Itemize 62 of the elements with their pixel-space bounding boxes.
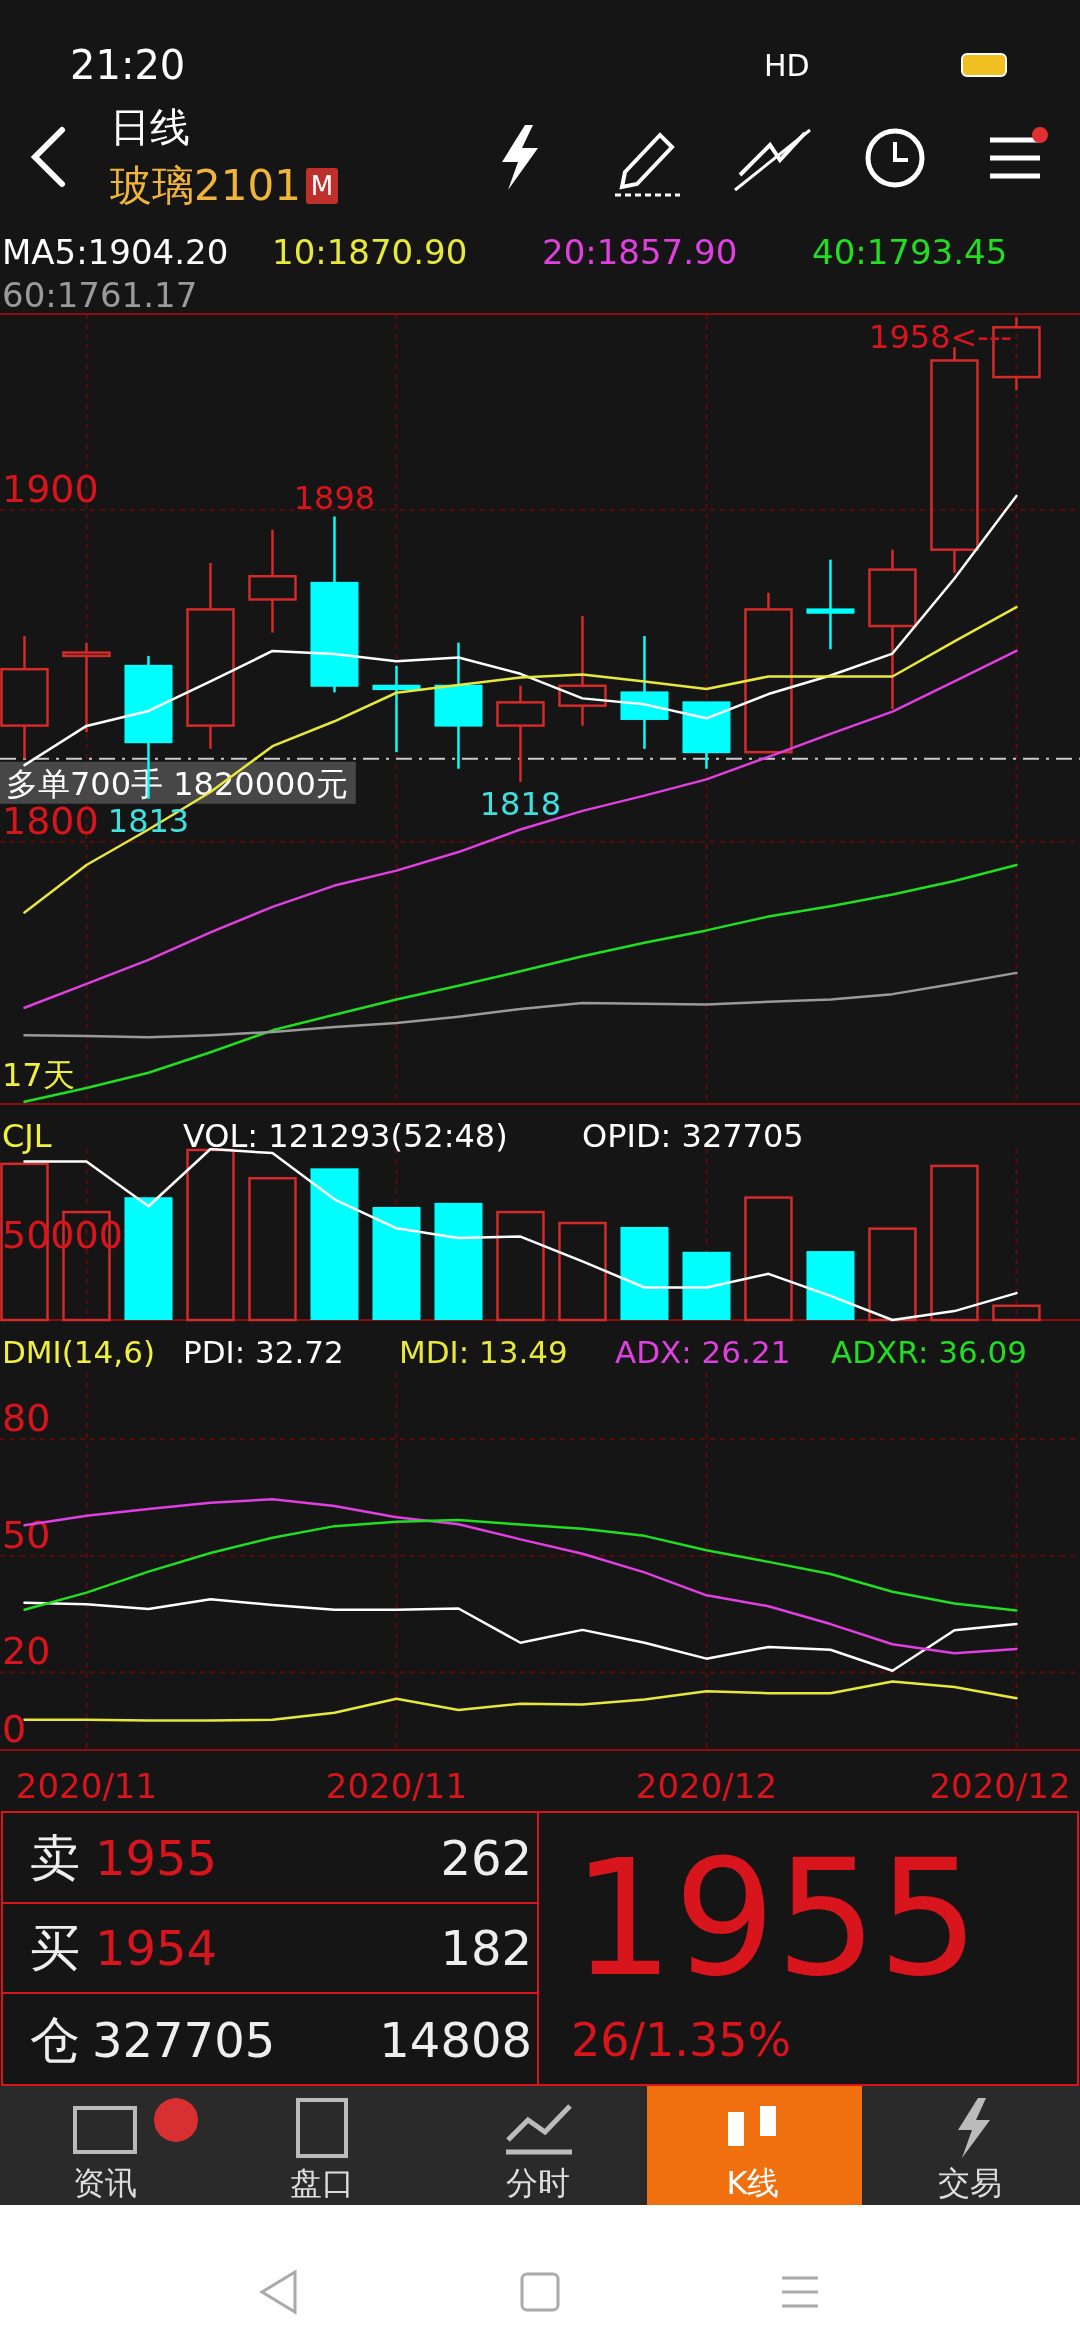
x-tick-label: 2020/12 [929, 1766, 1071, 1806]
text: MA5:1904.20 [2, 232, 229, 272]
y-tick-label: 1900 [2, 466, 99, 511]
text: 1955 [95, 1830, 218, 1886]
x-tick-label: 2020/11 [15, 1766, 158, 1806]
text: 182 [440, 1920, 532, 1976]
bar [806, 1251, 855, 1320]
text: MDI: 13.49 [399, 1334, 568, 1370]
text: 14808 [379, 2012, 532, 2068]
bar [930, 1164, 979, 1322]
text: 分时 [506, 2164, 570, 2202]
y-tick-label: 0 [2, 1707, 27, 1751]
text: 21:20 [70, 42, 186, 88]
text: M [310, 171, 334, 201]
y-tick-label: 80 [2, 1396, 51, 1441]
text: 1954 [95, 1920, 218, 1976]
text: 10:1870.90 [272, 232, 468, 272]
text: 仓 [30, 2011, 80, 2069]
bar [496, 1210, 545, 1322]
text: HD [764, 47, 810, 83]
bar [682, 1251, 731, 1320]
text: 玻璃2101 [110, 160, 301, 210]
annotation: OPID: 327705 [582, 1117, 804, 1155]
text: 日线 [110, 104, 190, 150]
text: 40:1793.45 [812, 232, 1008, 272]
text: ADX: 26.21 [615, 1334, 791, 1370]
text: 60:1761.17 [2, 275, 198, 315]
text: 交易 [938, 2164, 1002, 2202]
text: 盘口 [290, 2164, 354, 2202]
bar [186, 1148, 235, 1322]
annotation: 1898 [293, 479, 376, 518]
annotation: 17天 [2, 1056, 75, 1094]
bar [744, 1196, 793, 1322]
bar [248, 1176, 297, 1322]
bar [124, 1197, 173, 1320]
y-tick-label: 1800 [2, 798, 99, 843]
annotation: 1818 [479, 785, 562, 824]
text: 资讯 [73, 2164, 137, 2202]
text: 卖 [30, 1829, 80, 1887]
x-tick-label: 2020/12 [635, 1766, 778, 1806]
text: 1955 [572, 1824, 980, 2012]
bar [434, 1202, 483, 1320]
bar [372, 1206, 421, 1320]
text: 20:1857.90 [542, 232, 738, 272]
text: 26/1.35% [571, 2013, 792, 2067]
chart-title: DMI(14,6) [2, 1334, 155, 1370]
bar [992, 1304, 1041, 1322]
x-tick-label: 2020/11 [325, 1766, 468, 1806]
text: 327705 [92, 2012, 276, 2068]
bar [310, 1168, 359, 1320]
text: ADXR: 36.09 [831, 1334, 1027, 1370]
bar [558, 1221, 607, 1322]
bar [620, 1226, 669, 1320]
annotation: VOL: 121293(52:48) [183, 1117, 508, 1155]
bar [868, 1227, 917, 1322]
y-tick-label: 20 [2, 1629, 51, 1674]
text: PDI: 32.72 [183, 1334, 344, 1370]
chart-title: CJL [2, 1117, 52, 1155]
text: K线 [726, 2164, 780, 2202]
y-tick-label: 50 [2, 1512, 51, 1557]
text: 买 [30, 1919, 80, 1977]
text: 262 [440, 1830, 532, 1886]
